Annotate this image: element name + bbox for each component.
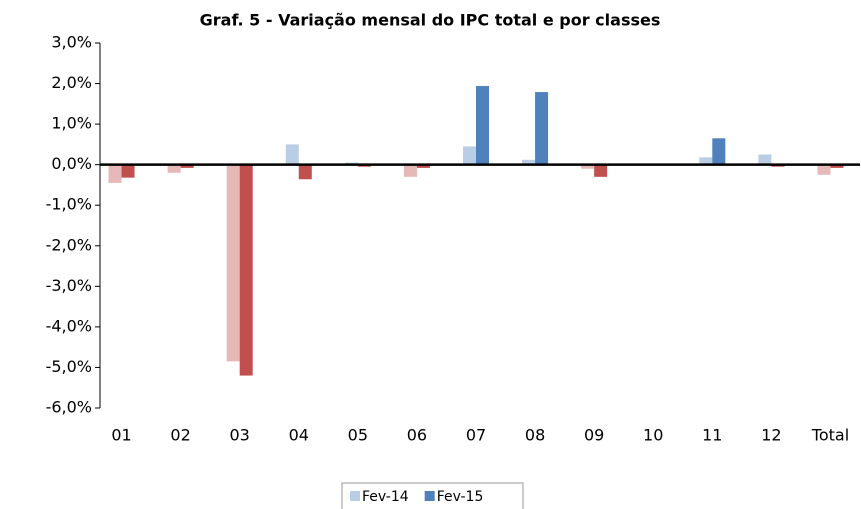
y-tick-label: -5,0% [46, 357, 92, 376]
legend-label: Fev-14 [362, 489, 409, 505]
y-tick-label: -2,0% [46, 235, 92, 254]
x-tick-label: 05 [348, 426, 368, 445]
bar [817, 164, 831, 175]
bar [535, 92, 549, 165]
x-tick-label: 11 [702, 426, 722, 445]
x-tick-label: 10 [643, 426, 663, 445]
x-tick-label: 06 [407, 426, 427, 445]
x-tick-label: 02 [170, 426, 190, 445]
y-tick-label: -3,0% [46, 276, 92, 295]
bar [712, 138, 726, 165]
bar [108, 164, 122, 183]
bar [830, 164, 844, 168]
legend-label: Fev-15 [437, 489, 484, 505]
x-tick-label: 04 [289, 426, 309, 445]
bar [699, 157, 713, 165]
y-tick-label: 2,0% [51, 73, 92, 92]
bar [476, 85, 489, 165]
y-tick-label: -6,0% [46, 398, 92, 417]
bar [522, 159, 536, 165]
bar [180, 164, 194, 168]
y-tick-label: 0,0% [51, 154, 92, 173]
bar [758, 154, 772, 165]
bar [285, 144, 299, 165]
bar [581, 164, 595, 169]
chart-title: Graf. 5 - Variação mensal do IPC total e… [200, 11, 661, 30]
x-tick-label: 03 [230, 426, 250, 445]
y-tick-label: -1,0% [46, 195, 92, 214]
bar [239, 164, 253, 376]
bar [403, 164, 417, 177]
bar [121, 164, 135, 178]
x-tick-label: 09 [584, 426, 604, 445]
y-tick-label: 3,0% [51, 33, 92, 52]
bar [463, 146, 476, 165]
x-tick-label: 08 [525, 426, 545, 445]
x-tick-label: 01 [111, 426, 131, 445]
bar [298, 164, 312, 180]
legend-swatch [424, 491, 435, 501]
y-tick-label: 1,0% [51, 114, 92, 133]
bar [167, 164, 181, 173]
legend-swatch [350, 491, 360, 501]
y-tick-label: -4,0% [46, 316, 92, 335]
bar [226, 164, 240, 362]
x-tick-label: 12 [761, 426, 781, 445]
bar [594, 164, 608, 177]
x-tick-label: 07 [466, 426, 486, 445]
x-tick-label: Total [811, 426, 849, 445]
bar [416, 164, 430, 168]
